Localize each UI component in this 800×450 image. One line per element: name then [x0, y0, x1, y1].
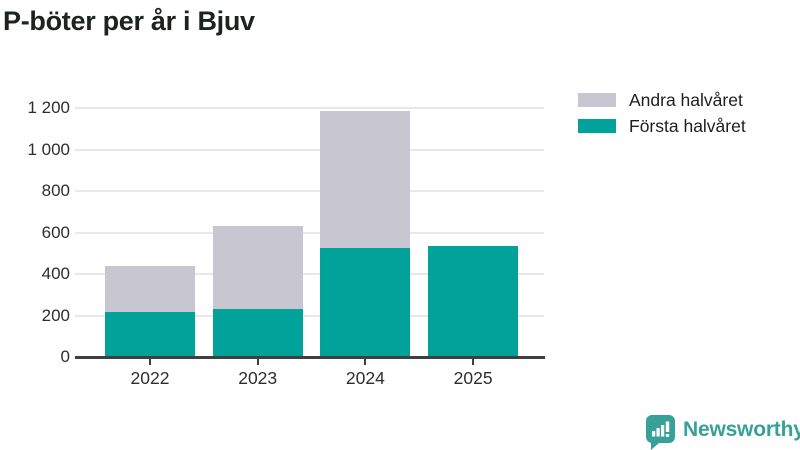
gridline	[75, 314, 544, 317]
gridline	[75, 107, 544, 109]
legend-item-andra-halvaret: Andra halvåret	[578, 90, 746, 110]
bar-segment-2022	[105, 312, 195, 357]
bar-segment-2022	[105, 265, 195, 313]
bar-segment-2023	[212, 309, 303, 357]
x-tick-mark	[256, 357, 259, 365]
gridline	[75, 190, 544, 192]
plot-area	[75, 107, 544, 357]
x-tick-mark	[364, 357, 367, 365]
gridline	[75, 273, 544, 275]
legend-label: Andra halvåret	[629, 89, 743, 110]
bar-segment-2024	[320, 248, 411, 357]
x-tick-label: 2024	[345, 368, 385, 388]
y-tick-label: 600	[41, 222, 70, 242]
y-tick-label: 1 000	[27, 139, 70, 159]
y-tick-label: 800	[41, 181, 70, 200]
x-tick-mark	[472, 357, 475, 365]
gridline	[75, 148, 544, 151]
x-tick-label: 2022	[130, 368, 170, 388]
bar-segment-2024	[320, 111, 411, 249]
legend-item-forsta-halvaret: Första halvåret	[578, 116, 746, 136]
y-tick-label: 200	[41, 305, 70, 325]
x-tick-label: 2023	[238, 368, 278, 388]
legend-swatch-andra	[578, 93, 616, 107]
x-tick-label: 2025	[453, 368, 493, 388]
y-tick-label: 0	[60, 347, 70, 366]
y-axis-labels: 0 200 400 600 800 1 000 1 200	[0, 0, 70, 450]
gridline	[75, 231, 544, 234]
bar-segment-2023	[212, 226, 303, 310]
logo-wordmark: Newsworthy	[683, 418, 800, 441]
legend: Andra halvåret Första halvåret	[578, 90, 746, 145]
y-tick-label: 400	[41, 264, 70, 283]
legend-swatch-forsta	[578, 119, 616, 133]
y-tick-label: 1 200	[27, 98, 70, 117]
x-axis-line	[75, 356, 545, 359]
legend-label: Första halvåret	[629, 115, 746, 136]
newsworthy-logo: Newsworthy	[645, 414, 800, 450]
bar-segment-2025	[428, 246, 519, 357]
x-tick-mark	[149, 357, 151, 365]
bar-chart-speech-bubble-icon	[645, 414, 676, 450]
chart-title: P-böter per år i Bjuv	[3, 6, 255, 36]
